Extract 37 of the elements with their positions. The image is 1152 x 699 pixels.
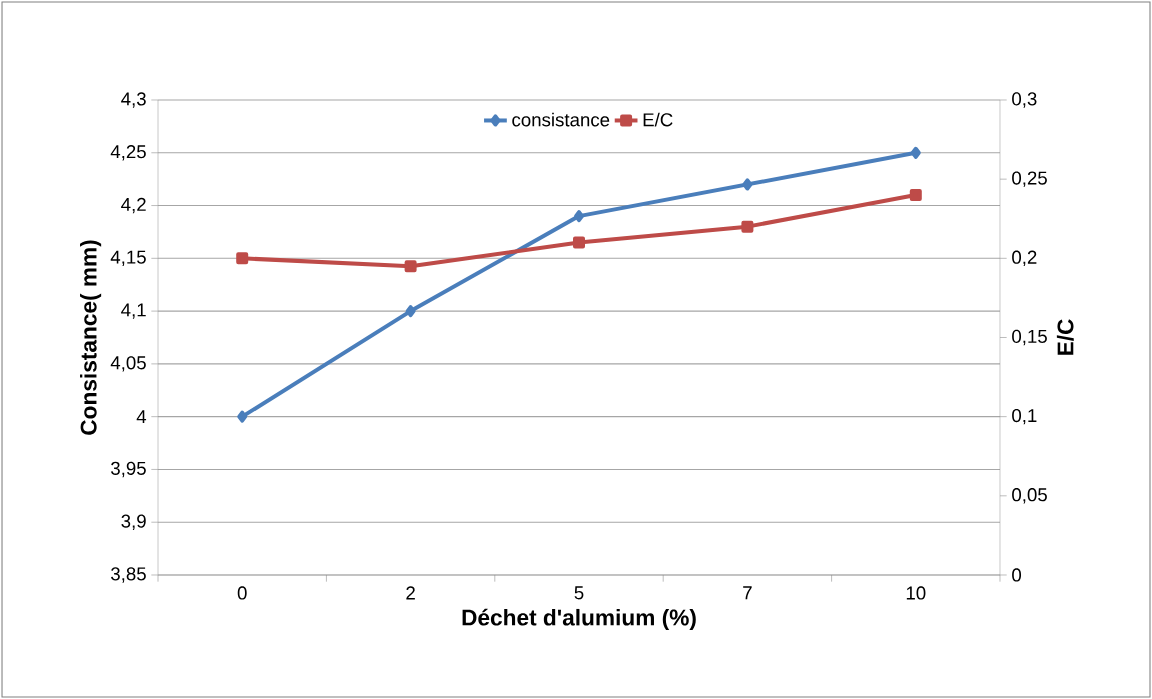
y2-tick-label: 0,15 — [1012, 329, 1047, 346]
x-tick-label: 2 — [406, 586, 415, 600]
y2-tick-label: 0,1 — [1012, 408, 1037, 425]
y-tick-label: 3,9 — [121, 514, 146, 530]
y-tick-label: 4 — [136, 410, 147, 424]
y-axis-title: Consistance( mm) — [80, 240, 102, 435]
y-tick-label: 4,2 — [121, 197, 146, 214]
point — [574, 210, 584, 223]
y2-tick-label: 0,25 — [1012, 171, 1047, 187]
point — [573, 236, 585, 249]
y-tick-label: 4,15 — [110, 250, 146, 266]
point — [405, 305, 416, 318]
point — [909, 188, 922, 201]
point — [404, 260, 417, 273]
y2-tick-label: 0 — [1012, 568, 1022, 582]
point — [741, 220, 754, 233]
legend-label: E/C — [643, 112, 673, 127]
x-tick-label: 7 — [743, 586, 752, 600]
point — [910, 146, 921, 159]
point — [742, 178, 753, 191]
x-tick-label: 5 — [574, 586, 584, 600]
point — [236, 252, 249, 265]
y-tick-label: 3,95 — [111, 461, 146, 478]
y2-tick-label: 0,2 — [1012, 250, 1037, 267]
y-tick-label: 3,85 — [111, 567, 146, 583]
y2-tick-label: 0,05 — [1012, 488, 1047, 504]
legend-label: consistance — [512, 112, 610, 127]
y-tick-label: 4,3 — [121, 92, 146, 108]
y-tick-label: 4,05 — [110, 356, 146, 372]
x-axis-title: Déchet d'alumium (%) — [462, 608, 696, 631]
x-tick-label: 0 — [237, 586, 247, 600]
x-tick-label: 10 — [906, 586, 926, 600]
point — [237, 410, 248, 423]
y-tick-label: 4,1 — [121, 303, 146, 319]
y-tick-label: 4,25 — [110, 145, 146, 161]
y2-axis-title: E/C — [1056, 319, 1074, 355]
y2-tick-label: 0,3 — [1012, 92, 1037, 108]
